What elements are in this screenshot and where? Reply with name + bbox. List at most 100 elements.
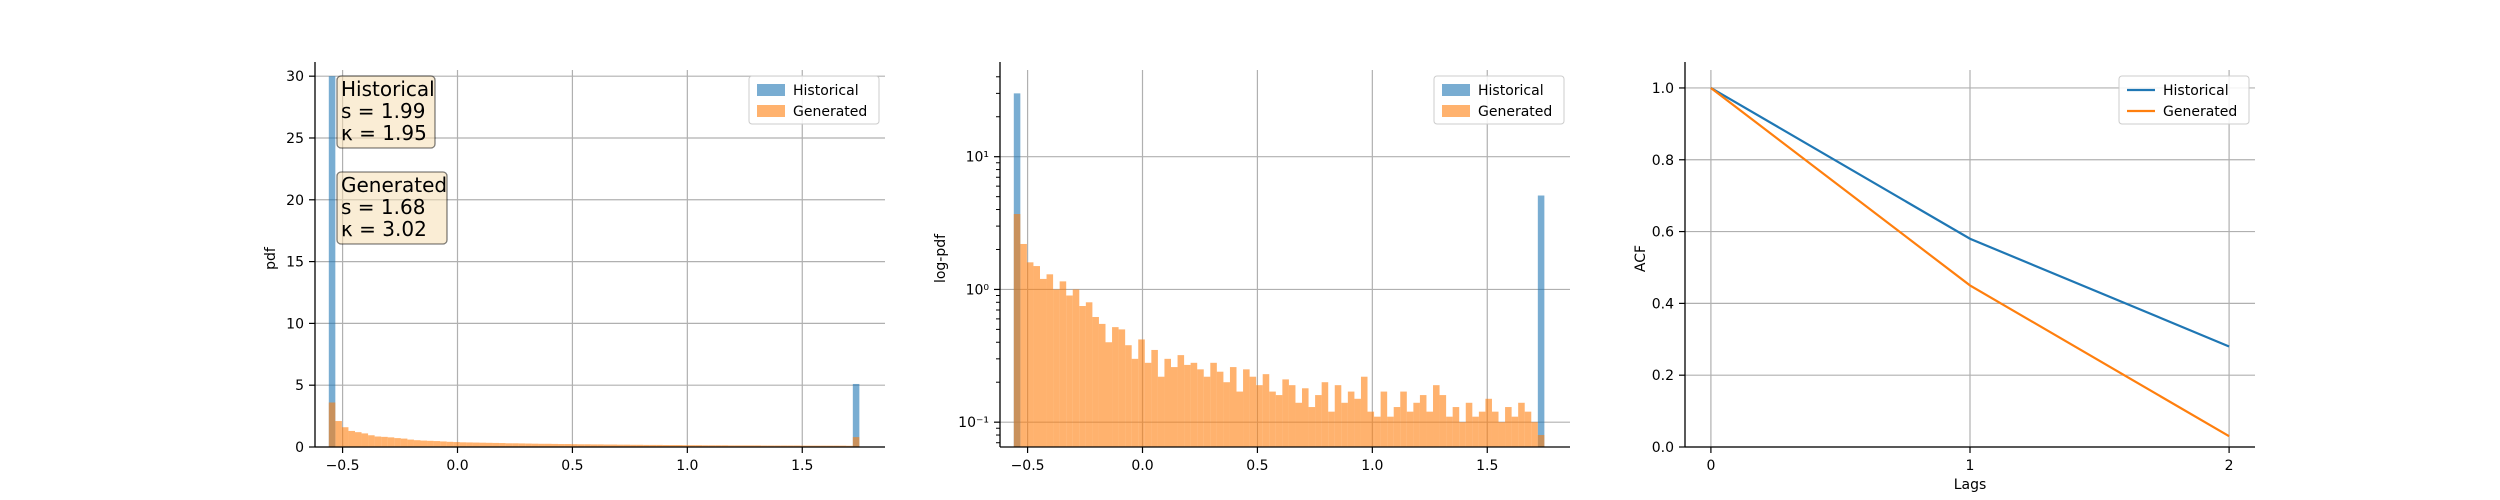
generated-bar: [584, 444, 591, 447]
generated-bar: [564, 444, 572, 447]
generated-bar: [656, 444, 663, 447]
generated-bar: [774, 445, 781, 447]
generated-bar: [1334, 385, 1342, 447]
generated-bar: [354, 432, 362, 447]
generated-bar: [702, 445, 709, 447]
generated-bar: [590, 444, 598, 447]
generated-bar: [1131, 358, 1139, 447]
generated-bar: [1151, 349, 1158, 447]
generated-bar: [1020, 243, 1027, 447]
y-tick-label: 10¹: [966, 150, 989, 166]
generated-bar: [1066, 295, 1073, 447]
y-tick-label: 30: [286, 69, 304, 85]
generated-bar: [748, 445, 755, 447]
generated-bar: [1491, 411, 1499, 447]
generated-bar: [1118, 329, 1126, 447]
x-tick-label: 0.0: [446, 458, 468, 474]
generated-bar: [1144, 362, 1152, 447]
generated-bar: [1531, 422, 1538, 447]
generated-bar: [499, 443, 506, 447]
generated-bar: [728, 445, 735, 447]
generated-bar: [368, 435, 375, 447]
generated-bar: [1308, 407, 1316, 447]
generated-bar: [617, 444, 624, 447]
generated-bar: [571, 444, 578, 447]
generated-bar: [1092, 316, 1099, 447]
generated-bar: [1393, 407, 1401, 447]
generated-bar: [1079, 306, 1086, 447]
generated-bar: [1197, 369, 1204, 447]
y-tick-label: 0.2: [1652, 368, 1674, 384]
x-tick-label: 2: [2225, 458, 2234, 474]
generated-bar: [1498, 422, 1506, 447]
generated-bar: [603, 444, 611, 447]
generated-bar: [689, 445, 696, 447]
generated-bar: [1072, 289, 1080, 447]
generated-bar: [558, 444, 565, 447]
generated-bar: [1275, 395, 1283, 447]
legend: Historical Generated: [1433, 75, 1565, 125]
generated-bar: [1367, 411, 1375, 447]
generated-bar: [407, 439, 414, 447]
generated-bar: [374, 436, 382, 447]
generated-bar: [695, 445, 703, 447]
legend: Historical Generated: [748, 75, 880, 125]
y-tick-label: 0.8: [1652, 153, 1674, 169]
generated-bar: [387, 437, 395, 447]
generated-bar: [348, 430, 355, 447]
generated-bar: [1177, 355, 1185, 447]
generated-bar: [1374, 416, 1381, 447]
generated-bar: [852, 437, 860, 447]
generated-bar: [1223, 382, 1230, 447]
generated-bar: [1171, 367, 1178, 447]
generated-bar: [1505, 407, 1512, 447]
generated-bar: [1282, 379, 1289, 447]
generated-bar: [518, 443, 526, 447]
generated-bar: [1524, 411, 1532, 447]
generated-bar: [669, 445, 676, 447]
generated-bar: [1203, 376, 1211, 447]
x-tick-label: 0.0: [1131, 458, 1153, 474]
x-tick-label: −0.5: [326, 458, 360, 474]
generated-bar: [1439, 395, 1447, 447]
generated-bar: [1472, 416, 1479, 447]
legend-label: Generated: [793, 104, 867, 120]
generated-bar: [1537, 435, 1545, 447]
generated-bar: [420, 440, 428, 447]
generated-bar: [1518, 402, 1525, 447]
generated-line: [1710, 87, 2230, 438]
generated-bar: [1459, 422, 1466, 447]
generated-bar: [741, 445, 749, 447]
generated-bar: [780, 445, 788, 447]
generated-bar: [486, 442, 493, 447]
legend-label: Generated: [1478, 104, 1552, 120]
generated-bar: [813, 445, 821, 447]
generated-bar: [1125, 345, 1132, 447]
generated-bar: [1354, 398, 1361, 447]
generated-bar: [675, 445, 683, 447]
generated-bar: [1360, 376, 1368, 447]
generated-bar: [1315, 395, 1322, 447]
legend-swatch: [1442, 105, 1470, 117]
x-tick-label: 1.0: [676, 458, 698, 474]
generated-bar: [721, 445, 729, 447]
generated-bar: [826, 445, 834, 447]
generated-bar: [1465, 402, 1473, 447]
generated-bar: [361, 433, 369, 447]
legend: Historical Generated: [2118, 75, 2250, 125]
generated-bar: [453, 442, 460, 447]
generated-bar: [761, 445, 768, 447]
generated-bar: [682, 445, 690, 447]
generated-bar: [472, 442, 480, 447]
generated-bar: [1098, 323, 1106, 447]
stat-line: Generated: [341, 173, 447, 197]
generated-bar: [538, 443, 545, 447]
generated-bar: [525, 443, 532, 447]
generated-bar: [1511, 416, 1519, 447]
y-tick-label: 10: [286, 316, 304, 332]
generated-bar: [1059, 281, 1067, 447]
historical-bar: [328, 76, 336, 447]
